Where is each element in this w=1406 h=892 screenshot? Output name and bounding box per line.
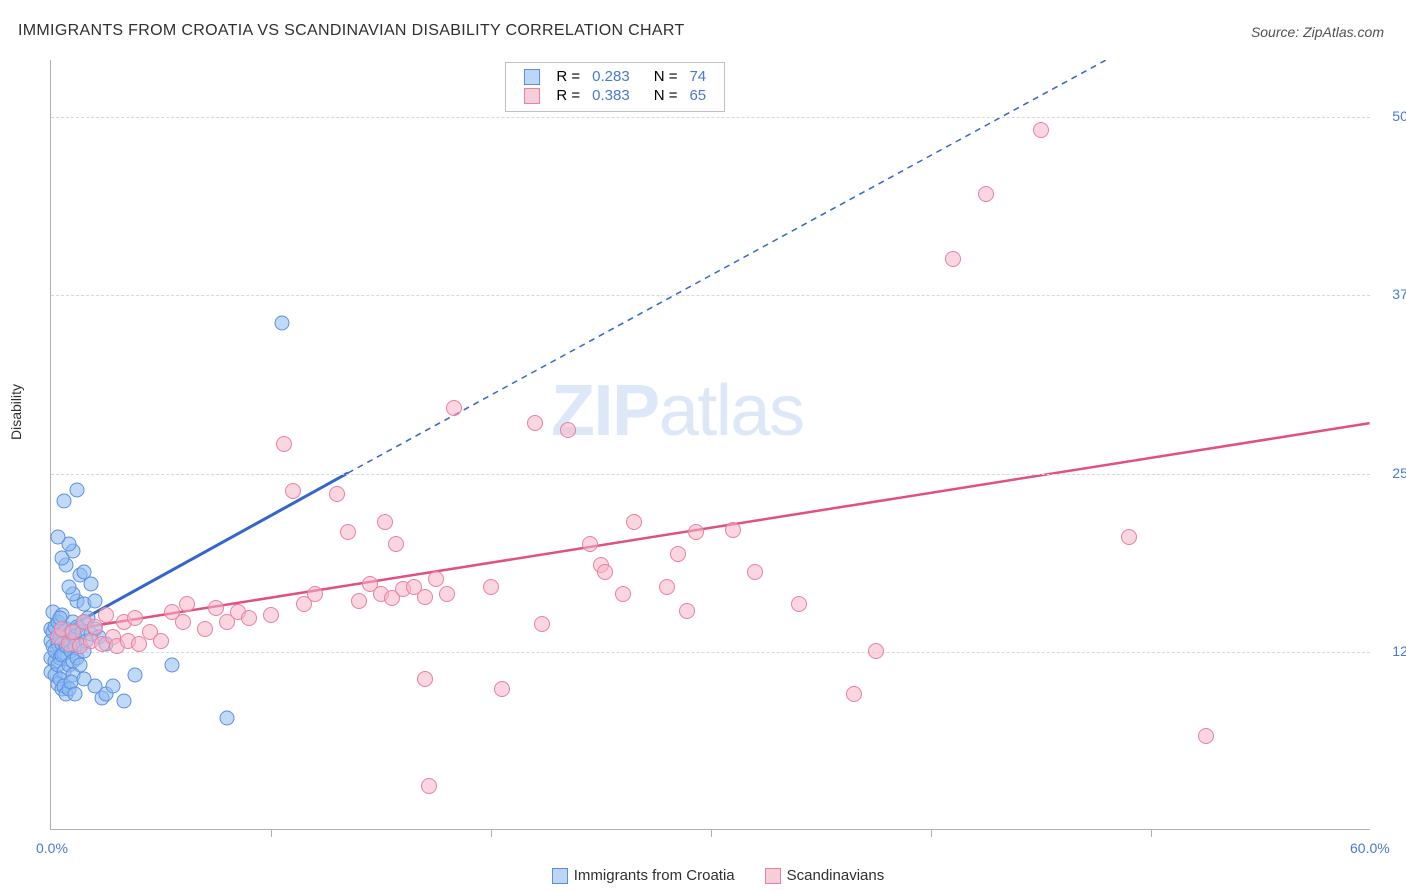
data-point-croatia — [68, 686, 83, 701]
data-point-scandinavians — [340, 524, 356, 540]
data-point-scandinavians — [127, 610, 143, 626]
data-point-scandinavians — [285, 483, 301, 499]
data-point-scandinavians — [747, 564, 763, 580]
data-point-scandinavians — [615, 586, 631, 602]
data-point-croatia — [50, 529, 65, 544]
r-value: 0.383 — [586, 86, 636, 105]
trend-lines-layer — [51, 60, 1370, 829]
x-tick — [491, 829, 492, 837]
data-point-croatia — [275, 315, 290, 330]
data-point-scandinavians — [276, 436, 292, 452]
data-point-scandinavians — [659, 579, 675, 595]
data-point-scandinavians — [421, 778, 437, 794]
data-point-scandinavians — [241, 610, 257, 626]
data-point-scandinavians — [1033, 122, 1049, 138]
data-point-scandinavians — [846, 686, 862, 702]
data-point-scandinavians — [582, 536, 598, 552]
data-point-scandinavians — [307, 586, 323, 602]
legend-swatch — [552, 868, 568, 884]
data-point-croatia — [88, 593, 103, 608]
y-tick-label: 25.0% — [1392, 465, 1406, 481]
y-tick-label: 37.5% — [1392, 286, 1406, 302]
data-point-scandinavians — [197, 621, 213, 637]
data-point-scandinavians — [494, 681, 510, 697]
legend-swatch — [524, 69, 540, 85]
data-point-scandinavians — [439, 586, 455, 602]
data-point-scandinavians — [388, 536, 404, 552]
legend-label: Scandinavians — [787, 867, 885, 884]
x-tick — [711, 829, 712, 837]
y-tick-label: 12.5% — [1392, 643, 1406, 659]
x-tick — [1151, 829, 1152, 837]
data-point-croatia — [57, 494, 72, 509]
data-point-croatia — [165, 658, 180, 673]
data-point-croatia — [83, 576, 98, 591]
data-point-croatia — [127, 668, 142, 683]
legend-label: Immigrants from Croatia — [574, 867, 735, 884]
series-legend: Immigrants from Croatia Scandinavians — [0, 867, 1406, 884]
data-point-croatia — [105, 679, 120, 694]
data-point-scandinavians — [175, 614, 191, 630]
data-point-scandinavians — [791, 596, 807, 612]
gridline — [51, 295, 1370, 296]
x-tick — [931, 829, 932, 837]
data-point-scandinavians — [688, 524, 704, 540]
data-point-croatia — [220, 710, 235, 725]
watermark-light: atlas — [659, 371, 804, 451]
data-point-scandinavians — [98, 607, 114, 623]
data-point-scandinavians — [945, 251, 961, 267]
data-point-scandinavians — [597, 564, 613, 580]
n-label: N = — [648, 86, 684, 105]
data-point-croatia — [61, 579, 76, 594]
legend-swatch — [524, 88, 540, 104]
gridline — [51, 117, 1370, 118]
n-value: 65 — [683, 86, 712, 105]
x-end-label: 60.0% — [1350, 840, 1390, 856]
data-point-scandinavians — [153, 633, 169, 649]
r-label: R = — [550, 67, 586, 86]
gridline — [51, 474, 1370, 475]
data-point-croatia — [116, 693, 131, 708]
x-tick — [271, 829, 272, 837]
data-point-scandinavians — [1121, 529, 1137, 545]
data-point-scandinavians — [179, 596, 195, 612]
data-point-scandinavians — [626, 514, 642, 530]
chart-title: IMMIGRANTS FROM CROATIA VS SCANDINAVIAN … — [18, 22, 685, 40]
y-axis-label: Disability — [8, 384, 24, 440]
data-point-scandinavians — [417, 671, 433, 687]
data-point-scandinavians — [377, 514, 393, 530]
x-origin-label: 0.0% — [36, 840, 68, 856]
data-point-scandinavians — [208, 600, 224, 616]
data-point-scandinavians — [428, 571, 444, 587]
data-point-scandinavians — [534, 616, 550, 632]
data-point-scandinavians — [978, 186, 994, 202]
gridline — [51, 652, 1370, 653]
data-point-scandinavians — [725, 522, 741, 538]
data-point-scandinavians — [1198, 728, 1214, 744]
stats-legend: R =0.283 N =74 R =0.383 N =65 — [505, 62, 725, 112]
data-point-scandinavians — [417, 589, 433, 605]
plot-area: ZIPatlas 12.5%25.0%37.5%50.0% — [50, 60, 1370, 830]
data-point-scandinavians — [560, 422, 576, 438]
y-tick-label: 50.0% — [1392, 108, 1406, 124]
data-point-scandinavians — [679, 603, 695, 619]
data-point-croatia — [70, 482, 85, 497]
data-point-scandinavians — [670, 546, 686, 562]
data-point-scandinavians — [868, 643, 884, 659]
data-point-scandinavians — [351, 593, 367, 609]
data-point-scandinavians — [483, 579, 499, 595]
n-value: 74 — [683, 67, 712, 86]
n-label: N = — [648, 67, 684, 86]
correlation-chart: IMMIGRANTS FROM CROATIA VS SCANDINAVIAN … — [0, 0, 1406, 892]
source-label: Source: ZipAtlas.com — [1251, 24, 1384, 40]
data-point-scandinavians — [446, 400, 462, 416]
data-point-scandinavians — [263, 607, 279, 623]
r-value: 0.283 — [586, 67, 636, 86]
data-point-scandinavians — [527, 415, 543, 431]
data-point-scandinavians — [329, 486, 345, 502]
legend-swatch — [765, 868, 781, 884]
r-label: R = — [550, 86, 586, 105]
watermark-bold: ZIP — [551, 371, 659, 451]
watermark: ZIPatlas — [551, 370, 804, 452]
